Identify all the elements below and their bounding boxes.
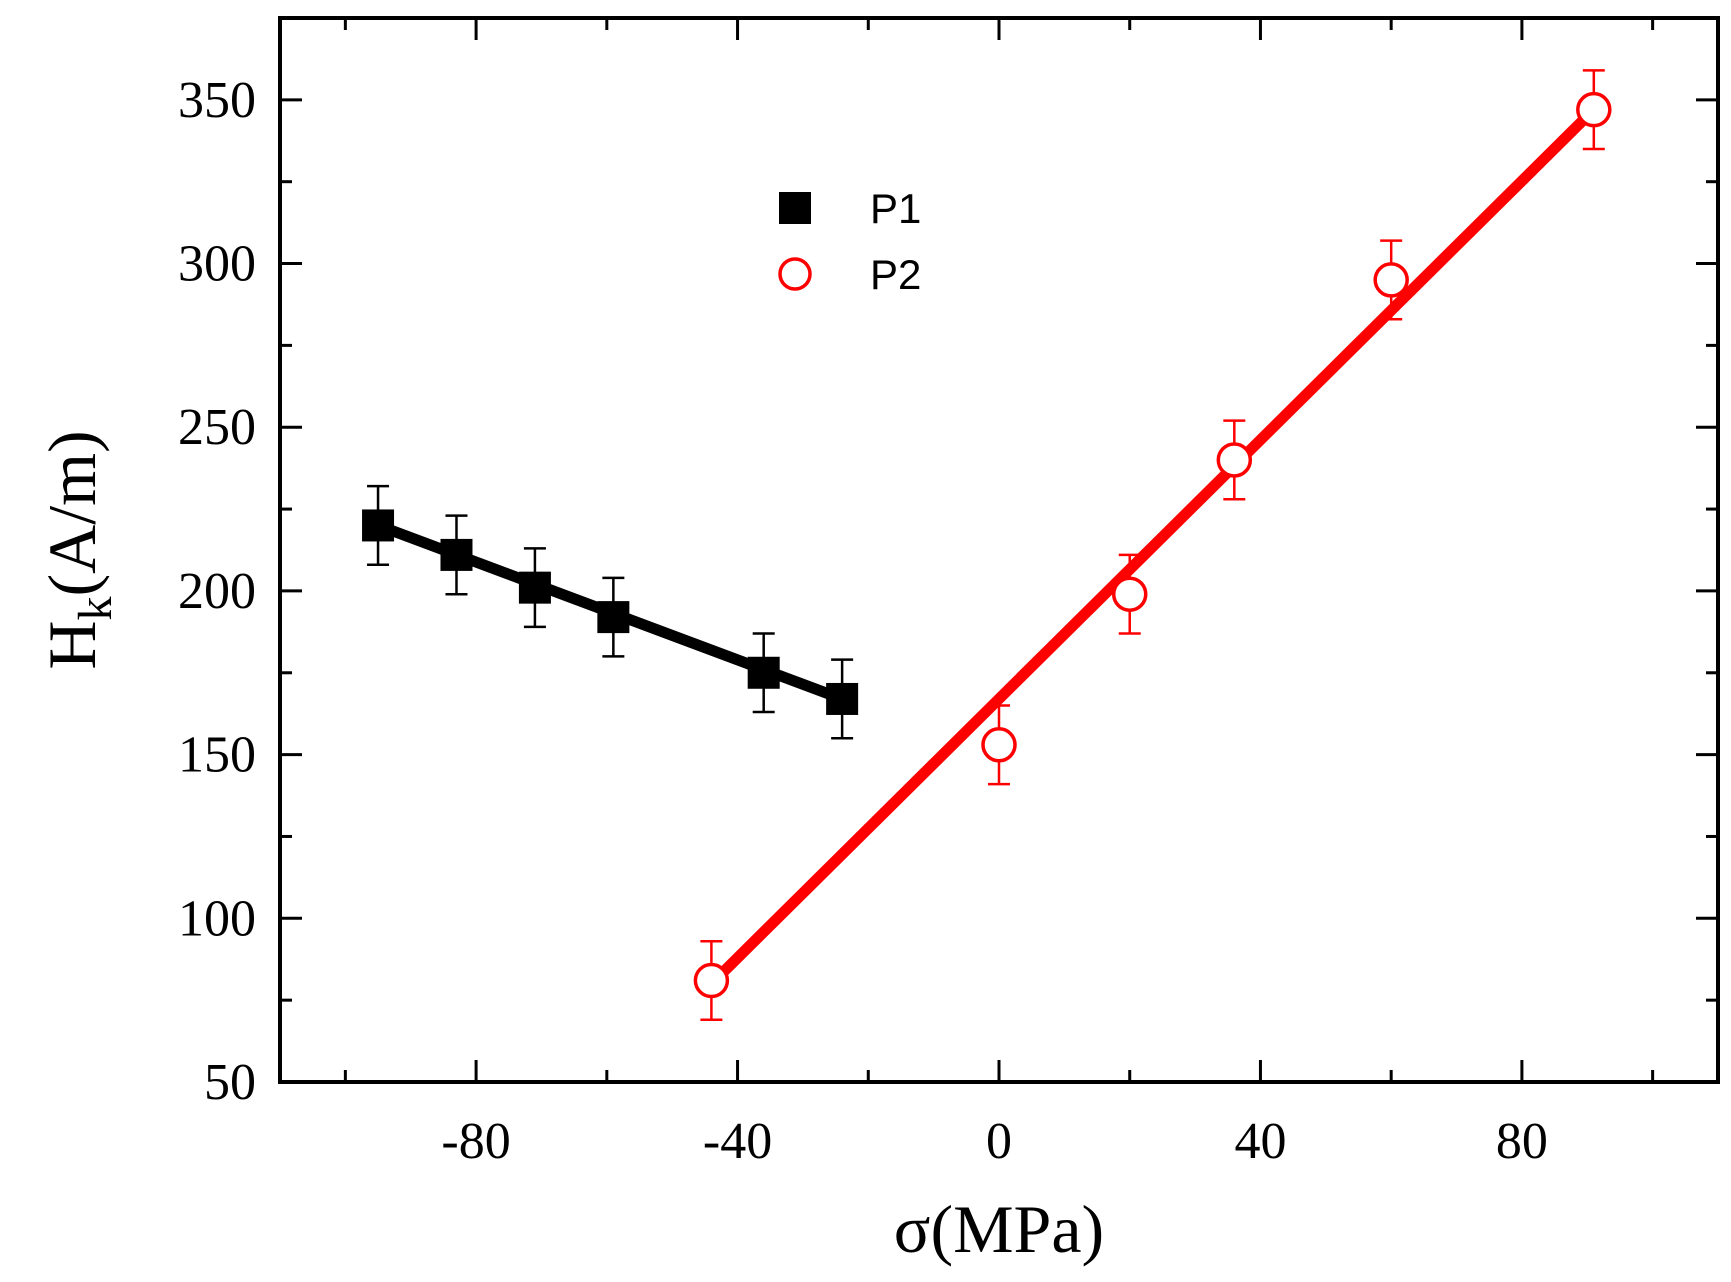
p1-point	[440, 538, 473, 571]
x-tick-label: 40	[1234, 1113, 1286, 1170]
p2-point	[981, 727, 1017, 763]
x-tick-label: 80	[1496, 1113, 1548, 1170]
x-tick-label: -40	[703, 1113, 772, 1170]
p1-point	[826, 682, 859, 715]
legend-item-p2: P2	[778, 251, 921, 298]
y-tick-label: 350	[178, 72, 256, 129]
y-axis-title: Hk(A/m)	[34, 430, 122, 669]
legend-label-p2: P2	[870, 251, 921, 298]
x-axis-title: σ(MPa)	[894, 1191, 1104, 1267]
p1-point	[747, 656, 780, 689]
legend-marker-p1	[779, 192, 811, 224]
tick-labels-layer: -80 -40 0 40 80 50 100 150 200 250 300 350	[178, 72, 1548, 1170]
legend-item-p1: P1	[779, 185, 921, 232]
plot-frame	[278, 16, 1720, 1084]
p2-point	[1111, 576, 1148, 612]
p1-point	[362, 509, 395, 542]
y-axis-title-main: H	[34, 621, 110, 670]
p2-fit-line	[705, 104, 1600, 990]
y-tick-label: 100	[178, 890, 256, 947]
p2-point	[1373, 262, 1409, 298]
y-tick-label: 150	[178, 727, 256, 784]
y-tick-label: 300	[178, 236, 256, 293]
y-tick-label: 250	[178, 399, 256, 456]
y-axis-title-subscript: k	[69, 597, 122, 621]
markers-layer	[362, 91, 1612, 999]
p1-point	[518, 571, 551, 604]
p2-point	[693, 962, 730, 999]
p2-point	[1216, 442, 1253, 478]
y-tick-label: 200	[178, 563, 256, 620]
x-tick-label: -80	[441, 1113, 510, 1170]
legend-label-p1: P1	[870, 185, 921, 232]
y-axis-title-suffix: (A/m)	[34, 430, 110, 596]
x-tick-label: 0	[986, 1113, 1012, 1170]
p2-point	[1576, 91, 1612, 128]
y-tick-label: 50	[204, 1054, 256, 1111]
p1-point	[597, 601, 630, 634]
legend-marker-p2	[778, 257, 812, 291]
